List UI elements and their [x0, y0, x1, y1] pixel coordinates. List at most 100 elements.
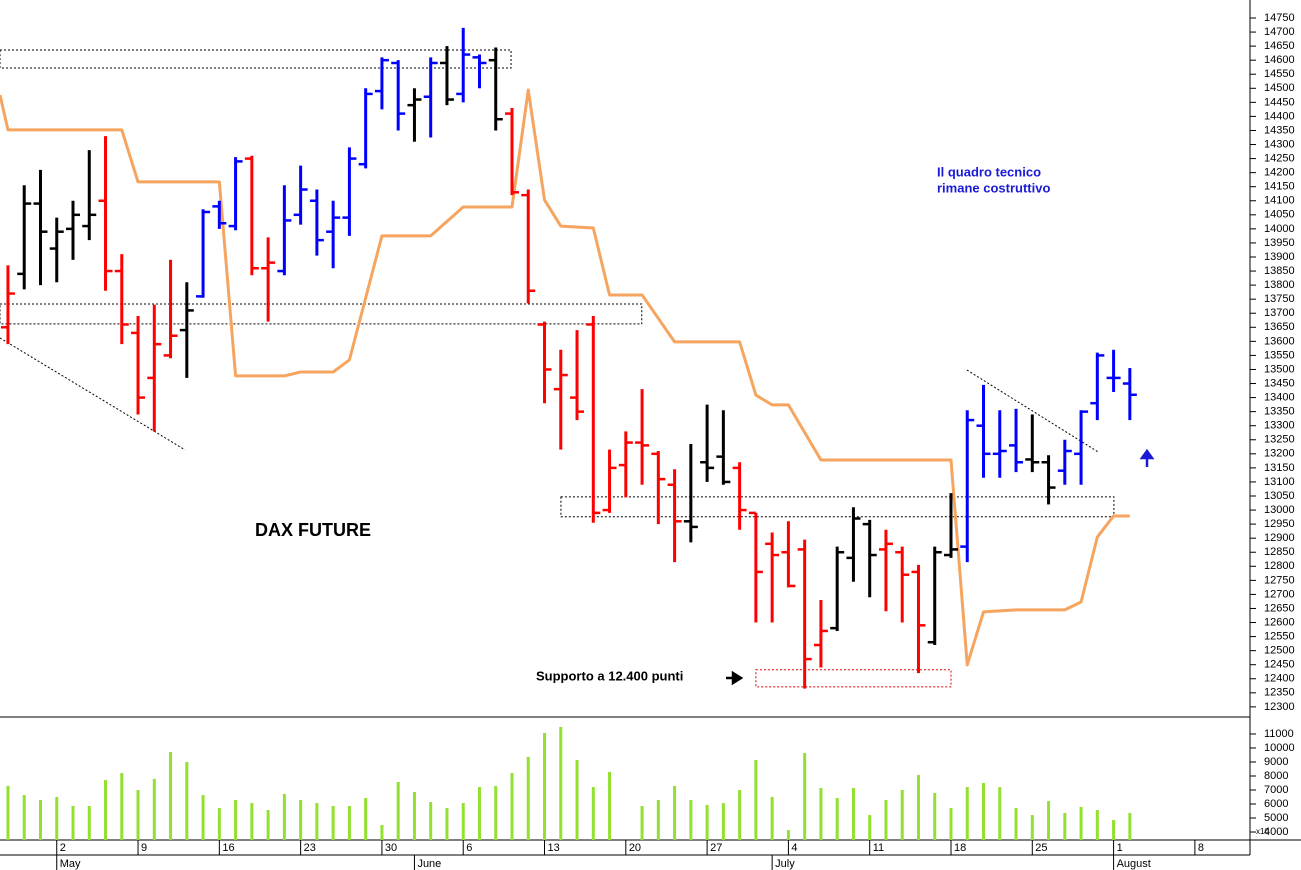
y-tick-label: 5000: [1264, 812, 1288, 824]
y-tick-label: 13850: [1264, 265, 1295, 277]
volume-bar: [608, 771, 612, 840]
y-tick-label: 14500: [1264, 82, 1295, 94]
x-tick-label: 30: [385, 842, 397, 854]
y-tick-label: 6000: [1264, 798, 1288, 810]
volume-bar: [6, 785, 10, 840]
y-tick-label: 13600: [1264, 335, 1295, 347]
volume-bar: [217, 808, 221, 840]
volume-bar: [71, 805, 75, 840]
volume-bar: [1128, 812, 1132, 840]
y-tick-label: 13400: [1264, 391, 1295, 403]
volume-bar: [445, 808, 449, 840]
y-tick-label: 14750: [1264, 12, 1295, 24]
y-tick-label: 7000: [1264, 784, 1288, 796]
x-tick-label: 8: [1198, 842, 1204, 854]
y-tick-label: 12300: [1264, 701, 1295, 713]
y-tick-label: 12650: [1264, 602, 1295, 614]
volume-bar: [364, 797, 368, 840]
month-label: May: [60, 858, 81, 870]
y-tick-label: 10000: [1264, 742, 1295, 754]
volume-bar: [429, 802, 433, 840]
x-tick-label: 9: [141, 842, 147, 854]
y-tick-label: 13800: [1264, 279, 1295, 291]
y-tick-label: 13900: [1264, 251, 1295, 263]
volume-bar: [38, 799, 42, 840]
y-tick-label: 8000: [1264, 770, 1288, 782]
volume-bar: [1047, 801, 1051, 840]
month-label: July: [775, 858, 795, 870]
volume-bar: [299, 799, 303, 840]
volume-bar: [510, 773, 514, 840]
y-tick-label: 13250: [1264, 434, 1295, 446]
x-tick-label: 27: [710, 842, 722, 854]
y-tick-label: 9000: [1264, 756, 1288, 768]
volume-bar: [705, 804, 709, 840]
volume-bar: [412, 791, 416, 840]
y-tick-label: 14250: [1264, 152, 1295, 164]
y-tick-label: 12450: [1264, 659, 1295, 671]
volume-bar: [770, 796, 774, 840]
y-tick-label: 14100: [1264, 195, 1295, 207]
y-tick-label: 14450: [1264, 96, 1295, 108]
volume-bar: [152, 778, 156, 840]
volume-bar: [1030, 815, 1034, 840]
volume-bar: [721, 803, 725, 840]
volume-bar: [656, 799, 660, 840]
y-tick-label: 13550: [1264, 349, 1295, 361]
volume-bar: [201, 795, 205, 840]
x-tick-label: 6: [466, 842, 472, 854]
volume-bar: [526, 756, 530, 840]
volume-bar: [754, 760, 758, 840]
y-tick-label: 13650: [1264, 321, 1295, 333]
chart-title: DAX FUTURE: [255, 520, 371, 540]
annotation: Il quadro tecnico: [937, 164, 1041, 179]
volume-bar: [819, 788, 823, 840]
y-tick-label: 12950: [1264, 518, 1295, 530]
y-tick-label: 13950: [1264, 237, 1295, 249]
volume-bar: [1063, 812, 1067, 840]
volume-bar: [982, 782, 986, 840]
volume-bar: [738, 789, 742, 840]
volume-bar: [55, 796, 59, 840]
volume-bar: [884, 799, 888, 840]
volume-bar: [315, 803, 319, 840]
volume-bar: [120, 773, 124, 840]
annotation: rimane costruttivo: [937, 180, 1050, 195]
zone: [0, 49, 512, 69]
y-tick-label: 12800: [1264, 560, 1295, 572]
volume-bar: [1095, 810, 1099, 840]
y-tick-label: 12700: [1264, 588, 1295, 600]
y-tick-label: 12900: [1264, 532, 1295, 544]
volume-bar: [591, 787, 595, 840]
volume-bar: [673, 785, 677, 840]
volume-bar: [949, 808, 953, 840]
volume-bar: [851, 788, 855, 840]
volume-bar: [900, 789, 904, 840]
y-tick-label: 13700: [1264, 307, 1295, 319]
volume-bar: [22, 795, 26, 840]
y-tick-label: 14700: [1264, 26, 1295, 38]
zone: [0, 303, 643, 325]
volume-bar: [933, 792, 937, 840]
y-tick-label: 12850: [1264, 546, 1295, 558]
volume-bar: [234, 799, 238, 840]
x-tick-label: 25: [1035, 842, 1047, 854]
volume-bar: [559, 726, 563, 840]
x-tick-label: 20: [629, 842, 641, 854]
x-tick-label: 18: [954, 842, 966, 854]
y-tick-label: 14300: [1264, 138, 1295, 150]
y-tick-label: 14550: [1264, 68, 1295, 80]
y-tick-label: 14400: [1264, 110, 1295, 122]
volume-bar: [494, 785, 498, 840]
x-tick-label: 4: [791, 842, 797, 854]
y-tick-label: 13150: [1264, 462, 1295, 474]
arrow-up: [1139, 448, 1155, 467]
x-tick-label: 2: [60, 842, 66, 854]
volume-bar: [835, 797, 839, 840]
y-tick-label: 14350: [1264, 124, 1295, 136]
volume-bar: [998, 787, 1002, 840]
volume-bar: [1079, 806, 1083, 840]
y-tick-label: 13750: [1264, 293, 1295, 305]
volume-bar: [1014, 808, 1018, 840]
